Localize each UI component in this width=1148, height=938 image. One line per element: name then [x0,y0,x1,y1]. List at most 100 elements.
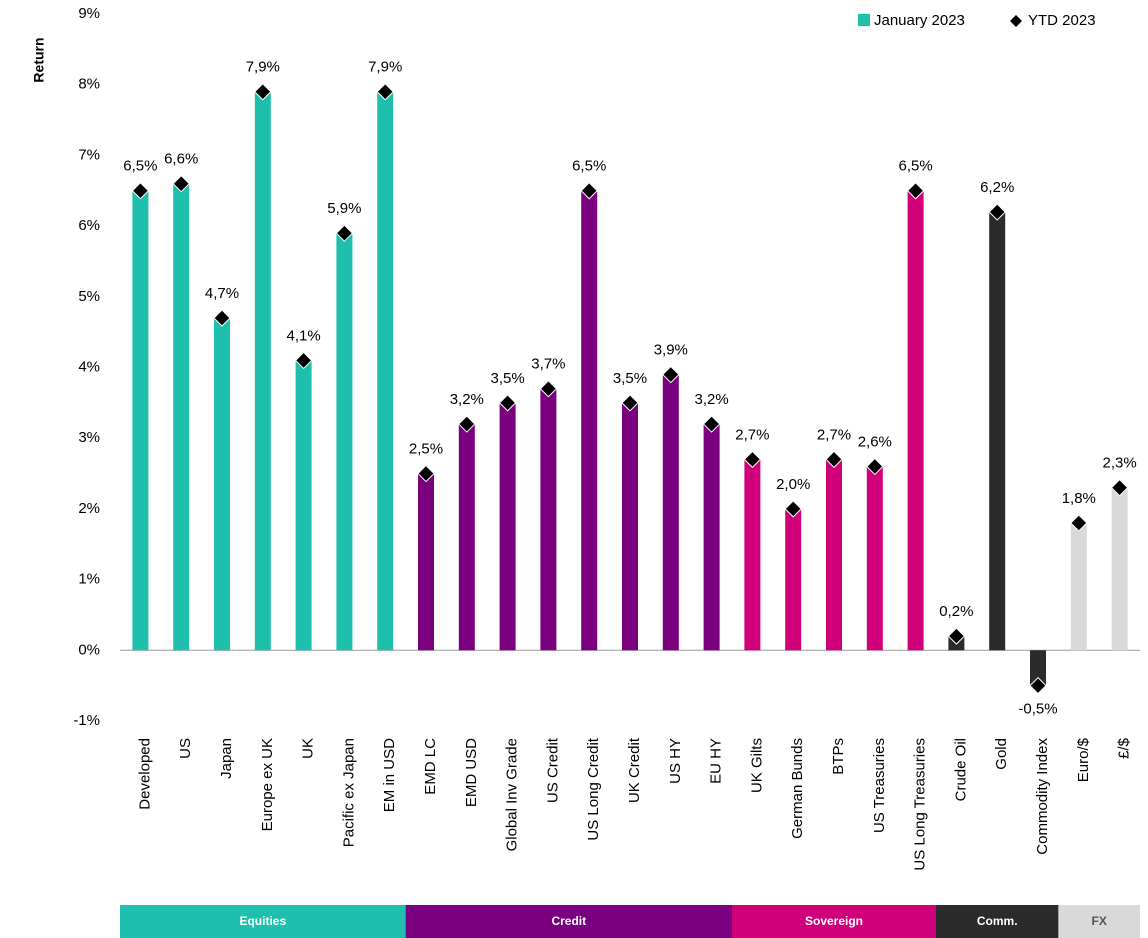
group-label: Equities [239,914,286,928]
data-label: 0,2% [939,603,973,620]
data-label: 3,2% [450,391,484,408]
x-tick-label: US [177,738,194,759]
bar [377,91,394,651]
data-label: 6,5% [572,158,606,175]
data-label: 2,5% [409,441,443,458]
bar [581,190,598,651]
x-tick-label: Euro/$ [1075,737,1092,782]
bar [458,424,475,651]
y-tick-label: 6% [78,217,100,234]
bar [418,473,434,651]
x-tick-label: US Treasuries [871,738,888,833]
group-label: FX [1092,914,1107,928]
bar [499,402,516,651]
x-tick-label: Commodity Index [1034,738,1051,855]
ytd-marker [335,224,354,242]
data-label: 7,9% [246,59,280,76]
data-label: 2,3% [1102,455,1136,472]
x-tick-label: UK [300,738,317,759]
data-label: 4,7% [205,285,239,302]
data-label: 3,7% [531,356,565,373]
x-tick-label: Japan [218,738,235,779]
data-label: 3,5% [490,370,524,387]
x-tick-label: EMD LC [422,738,439,795]
ytd-marker [1029,676,1047,695]
data-label: -0,5% [1018,701,1057,718]
bar [785,508,802,651]
data-label: 2,0% [776,476,810,493]
ytd-marker [458,415,476,433]
bar [336,233,353,651]
group-label: Comm. [977,914,1018,928]
bar [1070,523,1087,651]
y-tick-label: -1% [73,712,100,729]
data-label: 5,9% [327,200,361,217]
y-tick-label: 2% [78,500,100,517]
data-label: 2,7% [735,426,769,443]
data-label: 7,9% [368,59,402,76]
ytd-marker [498,394,517,412]
legend-label: YTD 2023 [1028,12,1096,29]
x-tick-label: Pacific ex Japan [340,738,357,847]
bar [1111,487,1128,651]
x-tick-label: US Long Credit [585,737,602,840]
ytd-marker [417,464,435,483]
x-tick-label: EU HY [708,738,725,784]
ytd-marker [172,174,190,193]
y-tick-label: 8% [78,76,100,93]
group-label: Credit [551,914,586,928]
y-tick-label: 1% [78,571,100,588]
ytd-marker [131,182,150,200]
ytd-marker [662,365,680,384]
data-label: 6,5% [123,158,157,175]
data-label: 6,6% [164,151,198,168]
bar [132,190,149,651]
bar [1030,650,1046,686]
data-label: 6,2% [980,179,1014,196]
data-label: 3,5% [613,370,647,387]
legend-marker [1010,15,1022,27]
x-tick-label: EMD USD [463,738,480,807]
ytd-marker [743,450,762,469]
data-label: 6,5% [898,158,932,175]
y-tick-label: 7% [78,146,100,163]
ytd-marker [254,83,272,101]
data-label: 3,2% [694,391,728,408]
ytd-marker [702,415,721,433]
y-axis-title: Return [31,37,47,82]
legend-label: January 2023 [874,12,965,29]
bar [173,183,190,651]
x-tick-label: UK Gilts [748,738,765,793]
x-tick-label: German Bunds [789,738,806,839]
ytd-marker [988,203,1006,221]
group-band [120,905,406,938]
x-tick-label: EM in USD [381,738,398,812]
group-band [1058,905,1140,938]
x-tick-label: Crude Oil [952,738,969,801]
ytd-marker [906,182,925,200]
bar [662,374,679,651]
data-label: 2,7% [817,426,851,443]
x-tick-label: US Credit [544,737,561,803]
bar [866,466,883,651]
bar [295,360,312,651]
y-tick-label: 3% [78,429,100,446]
bar [703,424,720,651]
y-tick-label: 4% [78,358,100,375]
ytd-marker [1110,478,1129,497]
x-tick-label: £/$ [1116,737,1133,759]
group-band [732,905,936,938]
legend-swatch [858,14,870,26]
ytd-marker [1070,514,1088,532]
data-label: 2,6% [858,433,892,450]
x-tick-label: US HY [667,738,684,784]
ytd-marker [947,627,966,645]
group-band [936,905,1059,938]
group-label: Sovereign [805,914,863,928]
x-tick-label: US Long Treasuries [912,738,929,871]
group-band [405,905,732,938]
ytd-marker [376,83,394,101]
bar [254,91,271,651]
y-tick-label: 5% [78,288,100,305]
